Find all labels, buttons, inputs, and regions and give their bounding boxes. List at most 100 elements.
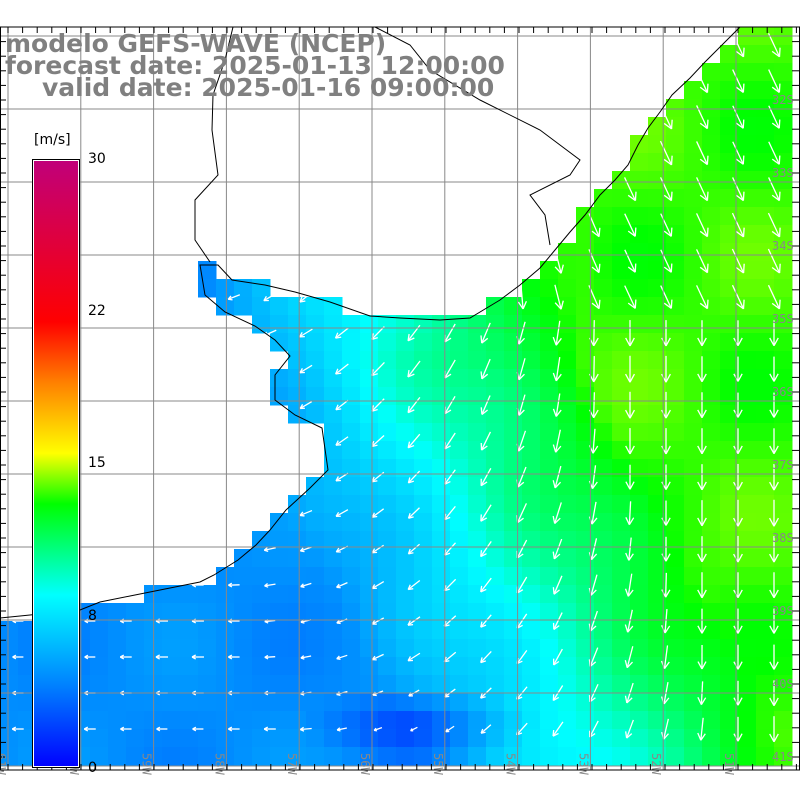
wind-cell: [432, 729, 451, 748]
wind-cell: [216, 657, 235, 676]
wind-arrow: [554, 248, 564, 274]
wind-cell: [720, 639, 739, 658]
wind-arrow: [480, 541, 492, 558]
wind-cell: [756, 513, 775, 532]
wind-cell: [738, 495, 757, 514]
wind-cell: [558, 639, 577, 658]
wind-cell: [450, 333, 469, 352]
wind-cell: [774, 549, 793, 568]
wind-cell: [612, 171, 631, 190]
wind-cell: [288, 675, 307, 694]
wind-cell: [396, 747, 415, 766]
wind-cell: [414, 441, 433, 460]
wind-cell: [432, 387, 451, 406]
wind-cell: [738, 225, 757, 244]
wind-cell: [594, 387, 613, 406]
wind-cell: [594, 189, 613, 208]
wind-cell: [702, 99, 721, 118]
wind-arrow: [697, 608, 707, 634]
wind-cell: [702, 567, 721, 586]
wind-cell: [324, 675, 343, 694]
wind-cell: [630, 333, 649, 352]
wind-cell: [738, 351, 757, 370]
wind-cell: [468, 405, 487, 424]
wind-cell: [756, 297, 775, 316]
wind-cell: [666, 621, 685, 640]
wind-cell: [414, 351, 433, 370]
wind-arrow: [731, 32, 745, 58]
wind-cell: [630, 369, 649, 388]
wind-cell: [630, 441, 649, 460]
wind-cell: [648, 387, 667, 406]
wind-cell: [594, 351, 613, 370]
wind-cell: [198, 279, 217, 298]
wind-arrow: [767, 248, 781, 274]
lat-label: 35S: [772, 312, 794, 326]
wind-cell: [270, 513, 289, 532]
wind-cell: [666, 207, 685, 226]
wind-cell: [648, 711, 667, 730]
wind-cell: [198, 639, 217, 658]
wind-cell: [234, 639, 253, 658]
wind-cell: [360, 747, 379, 766]
wind-cell: [270, 693, 289, 712]
wind-cell: [234, 729, 253, 748]
wind-arrow: [552, 429, 562, 453]
wind-arrow: [155, 654, 169, 660]
wind-cell: [288, 513, 307, 532]
wind-cell: [774, 63, 793, 82]
wind-cell: [450, 423, 469, 442]
wind-cell: [0, 621, 19, 640]
wind-cell: [648, 531, 667, 550]
wind-cell: [468, 567, 487, 586]
wind-arrow: [660, 285, 673, 309]
wind-cell: [648, 513, 667, 532]
wind-cell: [504, 387, 523, 406]
wind-cell: [270, 729, 289, 748]
wind-cell: [180, 585, 199, 604]
wind-cell: [342, 513, 361, 532]
wind-arrow: [480, 322, 491, 344]
wind-cell: [666, 387, 685, 406]
wind-arrow: [661, 536, 671, 562]
wind-cell: [576, 369, 595, 388]
wind-cell: [324, 639, 343, 658]
wind-arrow: [624, 213, 637, 237]
wind-arrow: [731, 284, 745, 310]
wind-cell: [126, 675, 145, 694]
wind-cell: [396, 675, 415, 694]
wind-cell: [630, 477, 649, 496]
wind-cell: [774, 657, 793, 676]
wind-cell: [756, 711, 775, 730]
wind-arrow: [12, 654, 24, 660]
wind-cell: [558, 531, 577, 550]
wind-cell: [324, 441, 343, 460]
wind-cell: [270, 315, 289, 334]
wind-cell: [702, 387, 721, 406]
wind-cell: [234, 279, 253, 298]
wind-cell: [648, 675, 667, 694]
wind-cell: [558, 351, 577, 370]
lat-label: 32S: [772, 93, 794, 107]
wind-cell: [342, 693, 361, 712]
wind-cell: [612, 603, 631, 622]
wind-cell: [594, 603, 613, 622]
lon-label: 58W: [212, 753, 226, 775]
wind-cell: [594, 549, 613, 568]
wind-cell: [432, 675, 451, 694]
wind-cell: [126, 711, 145, 730]
wind-cell: [342, 567, 361, 586]
wind-cell: [252, 297, 271, 316]
wind-cell: [504, 639, 523, 658]
wind-cell: [720, 549, 739, 568]
wind-cell: [360, 495, 379, 514]
wind-cell: [612, 477, 631, 496]
wind-cell: [702, 405, 721, 424]
wind-cell: [720, 99, 739, 118]
wind-cell: [720, 207, 739, 226]
wind-cell: [522, 459, 541, 478]
wind-cell: [540, 639, 559, 658]
wind-cell: [666, 549, 685, 568]
wind-cell: [252, 657, 271, 676]
